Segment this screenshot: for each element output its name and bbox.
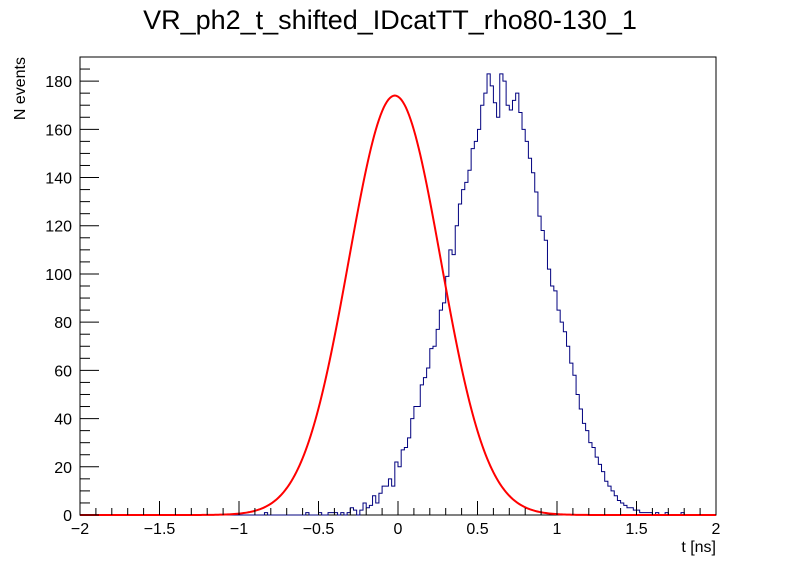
x-tick-label: −2 xyxy=(71,521,89,538)
y-tick-label: 0 xyxy=(63,508,72,525)
plot-frame xyxy=(79,56,717,516)
y-tick-label: 120 xyxy=(45,219,72,236)
x-axis-label: t [ns] xyxy=(681,539,716,556)
y-tick-label: 160 xyxy=(45,122,72,139)
y-tick-label: 140 xyxy=(45,171,72,188)
y-tick-label: 180 xyxy=(45,74,72,91)
axes-layer: −2 −1.5 −1 −0.5 0 0.5 1 1.5 20204060801001201401… xyxy=(45,56,721,538)
y-tick-label: 20 xyxy=(54,460,72,477)
y-tick-label: 100 xyxy=(45,267,72,284)
chart-title: VR_ph2_t_shifted_IDcatTT_rho80-130_1 xyxy=(143,5,637,35)
histogram-bars xyxy=(80,73,716,516)
y-axis-label: N events xyxy=(12,57,29,120)
x-tick-label: −0.5 xyxy=(303,521,335,538)
x-tick-label: 2 xyxy=(712,521,721,538)
y-tick-label: 60 xyxy=(54,363,72,380)
y-tick-label: 40 xyxy=(54,412,72,429)
x-tick-label: −1.5 xyxy=(144,521,176,538)
gaussian-fit-curve xyxy=(80,94,716,516)
x-tick-label: −1 xyxy=(230,521,248,538)
x-tick-label: 0.5 xyxy=(466,521,488,538)
histogram-layer xyxy=(80,73,716,516)
x-tick-label: 1.5 xyxy=(625,521,647,538)
y-tick-label: 80 xyxy=(54,315,72,332)
fit-layer xyxy=(80,94,716,516)
x-tick-label: 0 xyxy=(394,521,403,538)
x-tick-label: 1 xyxy=(553,521,562,538)
